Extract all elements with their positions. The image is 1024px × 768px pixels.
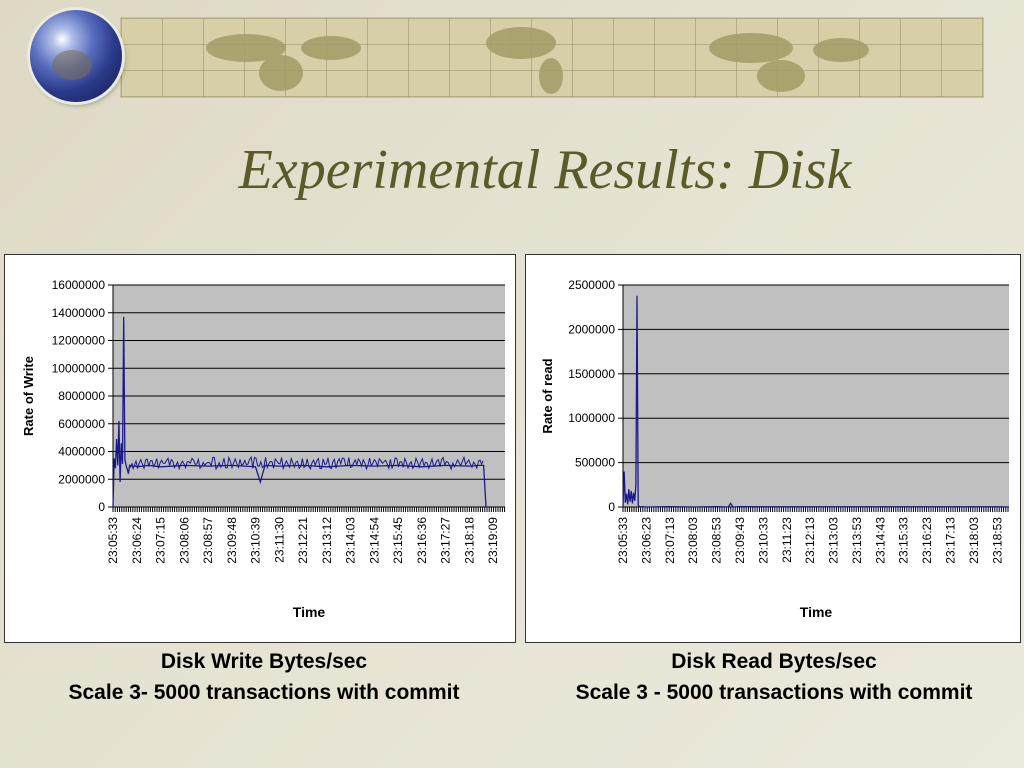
write-xtick-label: 23:13:12	[320, 517, 334, 564]
read-xtick-label: 23:05:33	[616, 517, 630, 564]
read-ytick-label: 1000000	[568, 411, 615, 425]
read-xtick-label: 23:07:13	[663, 517, 677, 564]
read-xtick-label: 23:09:43	[733, 517, 747, 564]
world-map-banner	[120, 17, 984, 98]
write-rate-chart: 0 2000000 4000000 6000000 8000000 10000000 120…	[21, 278, 506, 620]
write-xtick-label: 23:18:18	[462, 517, 476, 564]
read-ytick-label: 1500000	[568, 367, 615, 381]
write-xtick-label: 23:16:36	[415, 517, 429, 564]
write-xtick-label: 23:05:33	[106, 517, 120, 564]
write-ytick-label: 0	[98, 500, 105, 514]
read-xtick-label: 23:14:43	[873, 517, 887, 564]
read-xtick-label: 23:08:03	[686, 517, 700, 564]
write-ytick-label: 10000000	[52, 361, 106, 375]
write-ytick-label: 4000000	[58, 445, 105, 459]
read-caption-line2: Scale 3 - 5000 transactions with commit	[575, 681, 973, 704]
read-xtick-label: 23:08:53	[710, 517, 724, 564]
read-chart-caption: Disk Read Bytes/sec Scale 3 - 5000 trans…	[525, 646, 1023, 708]
write-chart-panel: 0 2000000 4000000 6000000 8000000 10000000 120…	[4, 254, 516, 643]
world-map-icon	[206, 27, 869, 94]
read-x-axis-title: Time	[800, 604, 833, 620]
read-ytick-label: 0	[608, 500, 615, 514]
write-chart-caption: Disk Write Bytes/sec Scale 3- 5000 trans…	[4, 646, 524, 708]
write-xtick-label: 23:11:30	[272, 517, 286, 563]
read-xtick-label: 23:18:03	[967, 517, 981, 564]
write-xtick-label: 23:07:15	[154, 517, 168, 564]
write-xtick-label: 23:14:03	[344, 517, 358, 564]
read-xtick-label: 23:12:13	[803, 517, 817, 564]
write-xtick-label: 23:17:27	[439, 517, 453, 564]
read-xtick-label: 23:16:23	[920, 517, 934, 564]
write-ytick-label: 8000000	[58, 389, 105, 403]
write-ytick-label: 6000000	[58, 417, 105, 431]
write-x-minor-ticks	[112, 507, 506, 512]
read-xtick-label: 23:06:23	[639, 517, 653, 564]
read-chart-panel: 0 500000 1000000 1500000 2000000 2500000 23:05…	[525, 254, 1021, 643]
write-xtick-label: 23:19:09	[486, 517, 500, 564]
read-xtick-label: 23:18:53	[990, 517, 1004, 564]
read-caption-line1: Disk Read Bytes/sec	[671, 650, 877, 673]
write-x-axis-title: Time	[293, 604, 326, 620]
read-xtick-label: 23:13:03	[827, 517, 841, 564]
write-xtick-label: 23:14:54	[367, 517, 381, 564]
read-xtick-label: 23:11:23	[780, 517, 794, 563]
write-xtick-label: 23:10:39	[249, 517, 263, 564]
write-caption-line1: Disk Write Bytes/sec	[160, 650, 368, 673]
globe-icon	[30, 10, 122, 102]
read-rate-chart: 0 500000 1000000 1500000 2000000 2500000 23:05…	[540, 278, 1010, 620]
write-ytick-label: 16000000	[52, 278, 106, 292]
write-xtick-label: 23:08:06	[177, 517, 191, 564]
read-ytick-label: 500000	[575, 456, 615, 470]
read-y-axis-title: Rate of read	[540, 358, 555, 433]
write-xtick-label: 23:08:57	[201, 517, 215, 564]
read-xtick-label: 23:15:33	[897, 517, 911, 564]
write-y-axis-title: Rate of Write	[21, 356, 36, 436]
read-xtick-label: 23:10:33	[756, 517, 770, 564]
read-xtick-label: 23:17:13	[944, 517, 958, 564]
write-ytick-label: 12000000	[52, 334, 106, 348]
write-series-noise	[133, 455, 484, 471]
write-xtick-label: 23:06:24	[130, 517, 144, 564]
write-xtick-label: 23:12:21	[296, 517, 310, 564]
read-series-line	[622, 295, 1010, 508]
read-ytick-label: 2500000	[568, 278, 615, 292]
write-ytick-label: 2000000	[58, 472, 105, 486]
write-xtick-label: 23:15:45	[391, 517, 405, 564]
read-ytick-label: 2000000	[568, 322, 615, 336]
write-xtick-label: 23:09:48	[225, 517, 239, 564]
write-ytick-label: 14000000	[52, 306, 106, 320]
read-xtick-label: 23:13:53	[850, 517, 864, 564]
page-title: Experimental Results: Disk	[238, 139, 852, 201]
read-x-minor-ticks	[622, 507, 1009, 512]
read-plot-area	[623, 285, 1009, 507]
write-caption-line2: Scale 3- 5000 transactions with commit	[68, 681, 460, 704]
